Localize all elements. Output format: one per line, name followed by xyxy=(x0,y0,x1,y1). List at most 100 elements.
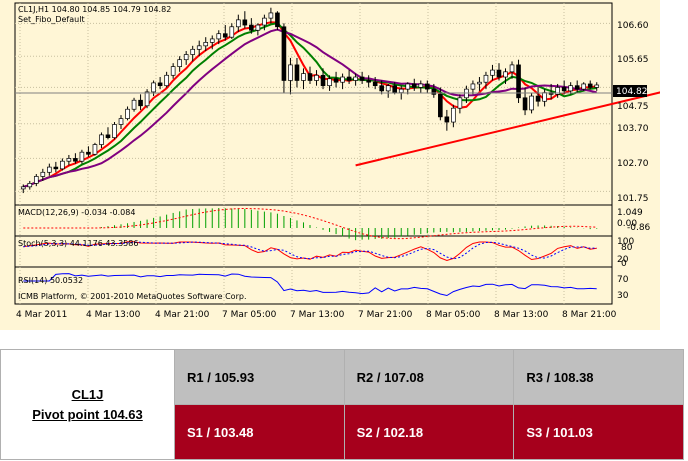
candle-body xyxy=(574,85,580,90)
pivot-symbol-cell: CL1J Pivot point 104.63 xyxy=(0,349,175,460)
candle-body xyxy=(457,97,463,109)
r1-cell: R1 / 105.93 xyxy=(174,349,345,405)
candle-body xyxy=(490,69,495,76)
candle-body xyxy=(385,85,391,92)
stoch-tick: 80 xyxy=(621,243,633,253)
candle-body xyxy=(242,19,248,26)
candle-body xyxy=(73,158,78,162)
candle-body xyxy=(47,166,52,173)
time-label: 8 Mar 13:00 xyxy=(494,310,549,320)
candle-body xyxy=(535,95,541,102)
candle-body xyxy=(144,91,150,107)
candle-body xyxy=(183,54,189,61)
r3-cell: R3 / 108.38 xyxy=(513,349,684,405)
trendlines xyxy=(355,91,660,167)
candle-body xyxy=(262,17,267,26)
candle-body xyxy=(594,84,600,88)
macd-signal-line xyxy=(23,207,597,240)
candle-body xyxy=(281,26,287,81)
candle-body xyxy=(138,99,143,107)
macd-pane-border xyxy=(14,204,613,237)
candle-body xyxy=(53,166,59,170)
price-tag-box xyxy=(613,85,647,97)
time-label: 7 Mar 05:00 xyxy=(222,310,277,320)
candle-body xyxy=(222,33,228,38)
price-tick: 101.75 xyxy=(617,194,649,204)
candle-body xyxy=(359,76,365,81)
candle-body xyxy=(477,81,482,85)
ma-slow-line xyxy=(23,28,597,188)
candle-body xyxy=(66,158,72,162)
rsi-tick: 30 xyxy=(617,291,629,301)
price-tag: 104.82 xyxy=(616,87,648,97)
candle-body xyxy=(157,82,163,87)
candle-body xyxy=(92,144,98,155)
resistance-row: CL1J Pivot point 104.63 R1 / 105.93 R2 /… xyxy=(0,349,684,460)
candle-body xyxy=(438,93,443,118)
candle-body xyxy=(372,81,378,87)
candle-body xyxy=(307,73,313,81)
candle-body xyxy=(229,26,235,38)
time-label: 4 Mar 2011 xyxy=(16,310,67,320)
price-chart[interactable]: 104.82 CL1J,H1 104.80 104.85 104.79 104.… xyxy=(0,0,660,330)
candle-body xyxy=(529,95,534,111)
price-tick: 102.70 xyxy=(617,159,649,169)
time-label: 8 Mar 21:00 xyxy=(562,310,617,320)
macd-label: MACD(12,26,9) -0.034 -0.084 xyxy=(18,208,135,217)
support-row: S1 / 103.48 S2 / 102.18 S3 / 101.03 xyxy=(1,404,684,460)
candle-body xyxy=(320,74,326,87)
candle-body xyxy=(333,78,339,83)
price-chart-frame: 104.82 CL1J,H1 104.80 104.85 104.79 104.… xyxy=(0,0,660,330)
macd-histogram xyxy=(23,207,598,241)
candle-body xyxy=(483,74,489,83)
candle-body xyxy=(418,83,424,88)
candle-body xyxy=(112,124,117,138)
s1-cell: S1 / 103.48 xyxy=(174,404,345,460)
candle-body xyxy=(151,82,156,93)
candle-body xyxy=(392,85,398,93)
candle-body xyxy=(99,134,104,145)
candle-body xyxy=(79,151,85,162)
candle-body xyxy=(340,76,345,83)
rsi-line-path xyxy=(23,273,597,297)
candle-body xyxy=(379,85,384,92)
candle-body xyxy=(411,83,417,88)
candle-body xyxy=(288,64,293,81)
candle-body xyxy=(249,24,254,31)
candle-body xyxy=(555,87,560,95)
price-tick: 104.75 xyxy=(617,102,649,112)
candle-body xyxy=(516,64,521,99)
candle-body xyxy=(125,108,130,119)
candle-body xyxy=(444,116,450,123)
price-tick: 106.60 xyxy=(617,21,649,31)
s3-cell: S3 / 101.03 xyxy=(513,404,684,460)
candle-body xyxy=(216,33,222,40)
candle-body xyxy=(398,88,404,93)
candle-body xyxy=(503,71,508,78)
time-label: 7 Mar 13:00 xyxy=(290,310,345,320)
candle-body xyxy=(366,80,371,83)
r2-cell: R2 / 107.08 xyxy=(343,349,515,405)
candle-body xyxy=(522,97,528,111)
s2-cell: S2 / 102.18 xyxy=(343,404,515,460)
price-tick: 103.70 xyxy=(617,124,649,134)
trendline-lower xyxy=(355,91,660,167)
time-label: 8 Mar 05:00 xyxy=(426,310,481,320)
candle-body xyxy=(170,66,176,76)
candle-body xyxy=(294,64,300,81)
candle-body xyxy=(424,83,430,90)
candle-body xyxy=(327,78,332,87)
candle-body xyxy=(118,118,124,125)
time-label: 4 Mar 13:00 xyxy=(86,310,141,320)
price-tick: 105.65 xyxy=(617,55,649,65)
candle-body xyxy=(203,42,209,47)
stoch-tick: 20 xyxy=(617,255,629,265)
candle-body xyxy=(451,107,456,123)
time-label: 4 Mar 21:00 xyxy=(155,310,210,320)
candle-body xyxy=(581,83,587,90)
pivot-symbol: CL1J xyxy=(71,386,104,402)
rsi-pane-border xyxy=(14,266,613,305)
stoch-main-line xyxy=(23,241,597,262)
macd-tick: 1.049 xyxy=(617,208,643,218)
candle-body xyxy=(236,19,241,28)
